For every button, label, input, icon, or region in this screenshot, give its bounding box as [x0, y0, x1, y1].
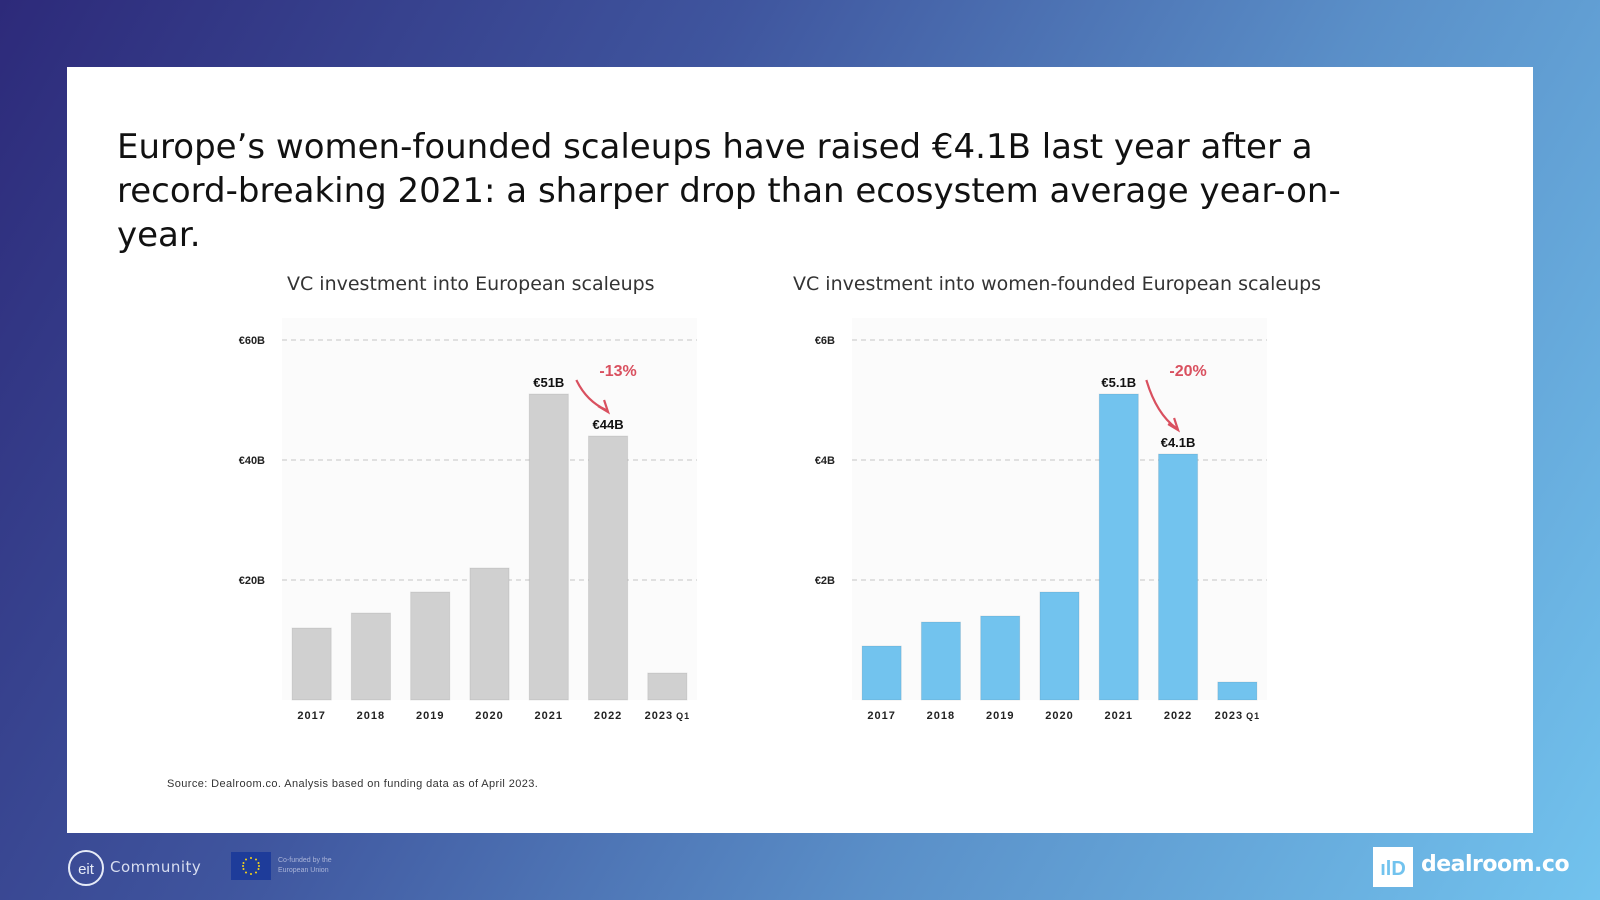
- eit-logo: eit: [68, 850, 104, 886]
- bar-2020: [1039, 591, 1080, 701]
- bar-2022: [588, 435, 629, 701]
- eu-cofunded-label: Co-funded by the European Union: [278, 857, 332, 874]
- bar-2023: [1217, 681, 1258, 701]
- bar-2018: [350, 612, 391, 701]
- bar-2018: [920, 621, 961, 701]
- bar-2019: [410, 591, 451, 701]
- chart-title-all: VC investment into European scaleups: [287, 273, 655, 295]
- change-arrow-head: [597, 399, 611, 415]
- bar-2020: [469, 567, 510, 701]
- x-tick-label: 2018: [357, 710, 385, 722]
- bar-2021: [528, 393, 569, 701]
- source-note: Source: Dealroom.co. Analysis based on f…: [167, 778, 539, 790]
- y-tick-label: €40B: [239, 455, 265, 467]
- change-label: -13%: [599, 363, 636, 380]
- slide-card: Europe’s women-founded scaleups have rai…: [67, 67, 1533, 833]
- y-tick-label: €20B: [239, 575, 265, 587]
- bar-2017: [291, 627, 332, 701]
- bar-2017: [861, 645, 902, 701]
- chart-women-founded: €2B €4B €6B 2017 2018 2019 2020 2021 €5.1B 2022 €4…: [815, 318, 1267, 722]
- data-label: €5.1B: [1101, 375, 1136, 390]
- x-tick-label: 2017: [297, 710, 325, 722]
- bar-2021: [1098, 393, 1139, 701]
- dealroom-icon-label: ılD: [1380, 858, 1406, 880]
- data-label: €44B: [593, 417, 624, 432]
- x-tick-label: 2023 Q1: [1215, 710, 1261, 722]
- bar-2019: [980, 615, 1021, 701]
- dealroom-logo-icon: ılD: [1373, 847, 1413, 887]
- data-label: €4.1B: [1161, 435, 1196, 450]
- x-tick-label: 2022: [1164, 710, 1192, 722]
- y-tick-label: €2B: [815, 575, 835, 587]
- slide-headline: Europe’s women-founded scaleups have rai…: [117, 127, 1341, 255]
- x-tick-label: 2023 Q1: [645, 710, 691, 722]
- x-tick-label: 2018: [927, 710, 955, 722]
- chart-title-women: VC investment into women-founded Europea…: [793, 273, 1322, 295]
- x-tick-label: 2022: [594, 710, 622, 722]
- bar-2023: [647, 672, 688, 701]
- x-tick-label: 2017: [867, 710, 895, 722]
- change-arrow-head: [1167, 417, 1181, 433]
- change-arrow: [1145, 379, 1177, 429]
- eit-logo-text: eit: [78, 861, 95, 878]
- y-tick-label: €60B: [239, 335, 265, 347]
- y-tick-label: €4B: [815, 455, 835, 467]
- y-tick-label: €6B: [815, 335, 835, 347]
- change-label: -20%: [1169, 363, 1206, 380]
- community-label: Community: [110, 858, 202, 876]
- chart-all-scaleups: €20B €40B €60B 2017 2018 2019 2020 2021 €51B 2022…: [239, 318, 697, 722]
- data-label: €51B: [533, 375, 564, 390]
- x-tick-label: 2021: [1105, 710, 1133, 722]
- eu-flag-icon: [231, 852, 271, 880]
- x-tick-label: 2020: [1045, 710, 1073, 722]
- dealroom-logo-text: dealroom.co: [1421, 852, 1570, 877]
- x-tick-label: 2019: [986, 710, 1014, 722]
- x-tick-label: 2021: [535, 710, 563, 722]
- x-tick-label: 2020: [475, 710, 503, 722]
- bar-2022: [1158, 453, 1199, 701]
- x-tick-label: 2019: [416, 710, 444, 722]
